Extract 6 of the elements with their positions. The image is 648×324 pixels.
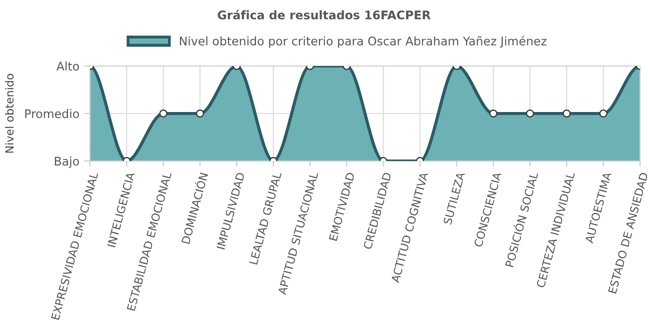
category-label: Alto: [56, 62, 79, 71]
legend-label: Nivel obtenido por criterio para Oscar Abraham Yañez Jiménez: [180, 36, 546, 48]
y-axis-title: Nivel obtenido: [5, 74, 14, 153]
category-label: Promedio: [25, 109, 79, 118]
category-label: Bajo: [54, 156, 79, 168]
chart-title: Gráfica de resultados 16FACPER: [218, 10, 431, 20]
